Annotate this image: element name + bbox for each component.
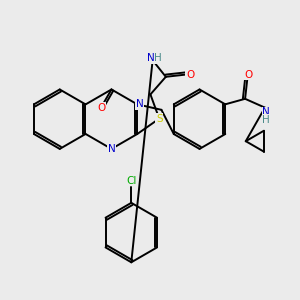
Text: O: O	[186, 70, 194, 80]
Text: N: N	[262, 107, 270, 117]
Text: O: O	[98, 103, 106, 113]
Text: N: N	[108, 144, 115, 154]
Text: N: N	[146, 53, 154, 63]
Text: Cl: Cl	[126, 176, 136, 186]
Text: H: H	[154, 53, 162, 63]
Text: H: H	[262, 115, 270, 125]
Text: S: S	[156, 114, 163, 124]
Text: O: O	[244, 70, 253, 80]
Text: N: N	[136, 99, 143, 109]
